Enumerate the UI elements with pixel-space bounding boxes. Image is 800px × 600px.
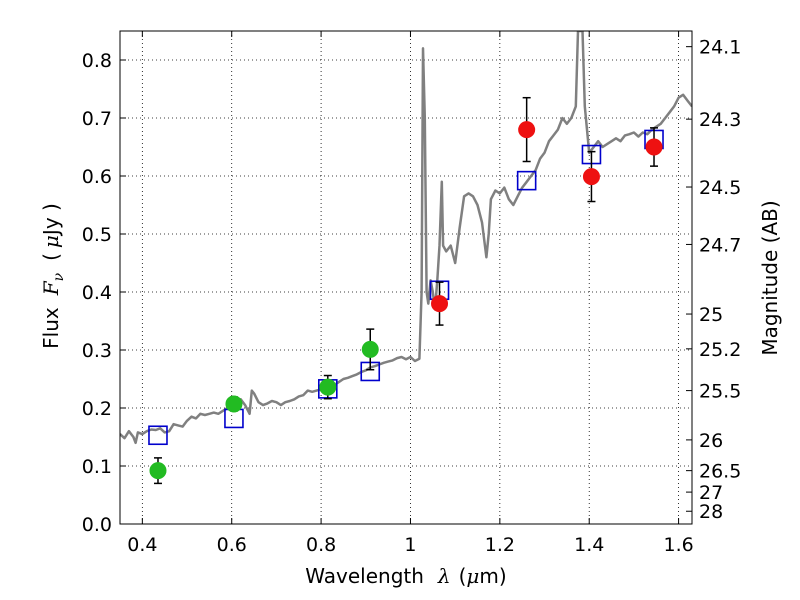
model-photometry-square <box>516 170 537 191</box>
y-tick-label: 0.6 <box>82 166 112 188</box>
model-spectrum-line <box>120 31 692 445</box>
plot-area <box>120 31 692 485</box>
y2-tick-label: 24.5 <box>699 177 741 199</box>
x-axis-label: Wavelength λ (μm) <box>305 564 506 588</box>
y-tick-label: 0.7 <box>82 108 112 130</box>
y-tick-label: 0.3 <box>82 340 112 362</box>
y2-tick-label: 27 <box>699 482 723 504</box>
axis-ticks: 0.4 0.6 0.8 1 1.2 1.4 1.6 0.0 0.1 0.2 0.3 0.4 0.5 0.6… <box>82 31 741 556</box>
x-tick-label: 1.2 <box>485 534 515 556</box>
grid <box>120 31 692 524</box>
y2-axis-label: Magnitude (AB) <box>758 200 782 355</box>
y2-tick-label: 25.5 <box>699 381 741 403</box>
y-tick-label: 0.2 <box>82 398 112 420</box>
x-tick-label: 1 <box>404 534 416 556</box>
y2-tick-label: 26 <box>699 430 723 452</box>
y-tick-label: 0.8 <box>82 50 112 72</box>
observation-point <box>645 138 663 156</box>
y-tick-label: 0.4 <box>82 282 112 304</box>
x-tick-label: 1.6 <box>663 534 693 556</box>
y2-tick-label: 24.7 <box>699 234 741 256</box>
x-tick-label: 0.6 <box>217 534 247 556</box>
y-tick-label: 0.0 <box>82 514 112 536</box>
y-tick-label: 0.5 <box>82 224 112 246</box>
y2-tick-label: 26.5 <box>699 461 741 483</box>
x-tick-label: 0.4 <box>127 534 157 556</box>
y2-tick-label: 24.3 <box>699 109 741 131</box>
x-tick-label: 1.4 <box>574 534 604 556</box>
observation-point <box>431 295 449 313</box>
observation-point <box>582 168 600 186</box>
y-tick-label: 0.1 <box>82 456 112 478</box>
observation-point <box>319 378 337 396</box>
y-axis-label: FluxFν(μJy ) <box>39 203 67 349</box>
y2-tick-label: 28 <box>699 501 723 523</box>
observation-point <box>225 395 243 413</box>
x-tick-label: 0.8 <box>306 534 336 556</box>
model-photometry-square <box>148 425 168 446</box>
observation-point <box>518 121 536 139</box>
y2-tick-label: 24.1 <box>699 37 741 59</box>
observation-point <box>361 340 379 358</box>
y2-tick-label: 25.2 <box>699 339 741 361</box>
plot-frame <box>119 30 693 525</box>
y2-tick-label: 25 <box>699 304 723 326</box>
observation-point <box>149 462 167 480</box>
